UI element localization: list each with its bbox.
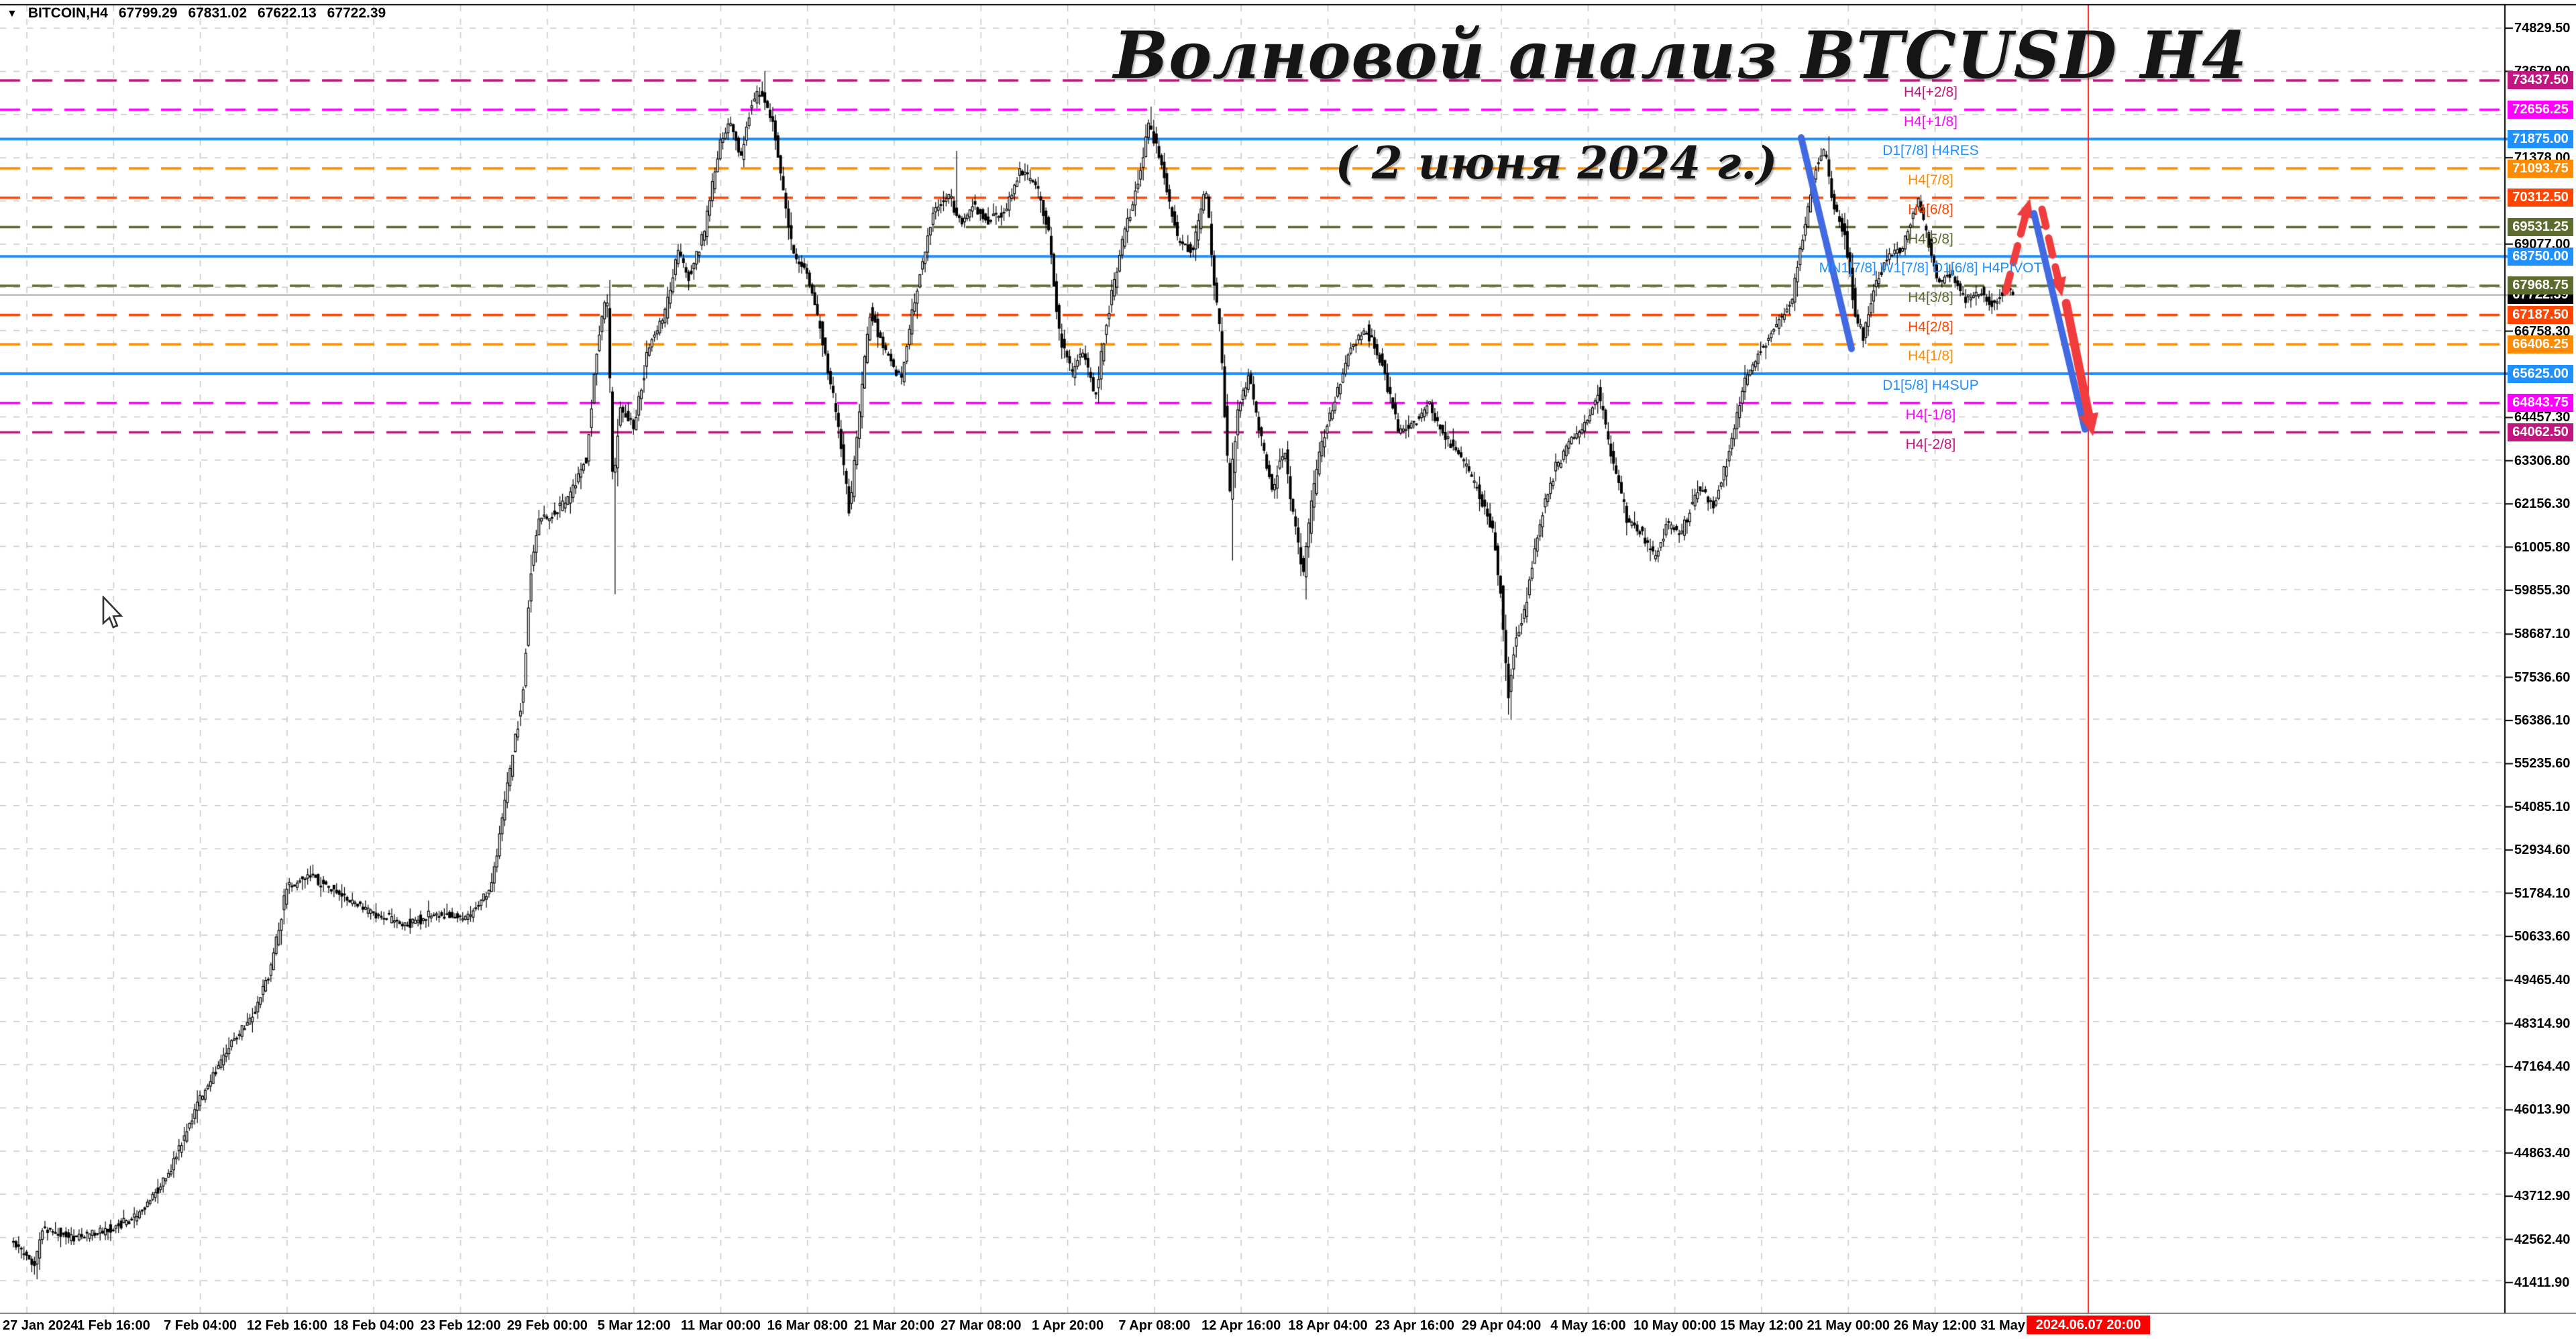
time-axis-label: 29 Feb 00:00 bbox=[506, 1318, 588, 1333]
time-axis-label: 10 May 00:00 bbox=[1633, 1318, 1717, 1333]
price-tick-label: 59855.30 bbox=[2514, 582, 2571, 598]
price-tick-label: 51784.10 bbox=[2514, 886, 2571, 901]
ohlc-close: 67722.39 bbox=[327, 5, 386, 21]
price-tick-label: 49465.40 bbox=[2514, 973, 2571, 988]
level-price-badge: 67968.75 bbox=[2508, 276, 2573, 295]
price-axis[interactable]: 74829.5073679.0071378.0069077.0066758.30… bbox=[2506, 0, 2576, 1314]
time-axis-label: 1 Feb 16:00 bbox=[76, 1318, 150, 1333]
time-axis-label: 18 Apr 04:00 bbox=[1288, 1318, 1368, 1333]
level-price-badge: 67187.50 bbox=[2508, 306, 2573, 325]
time-axis-label: 16 Mar 08:00 bbox=[767, 1318, 848, 1333]
price-tick-label: 43712.90 bbox=[2514, 1189, 2571, 1204]
level-price-badge: 69531.25 bbox=[2508, 218, 2573, 236]
level-price-badge: 66406.25 bbox=[2508, 335, 2573, 354]
price-tick-label: 63306.80 bbox=[2514, 453, 2571, 468]
time-axis-label: 21 May 00:00 bbox=[1807, 1318, 1890, 1333]
price-tick-label: 48314.90 bbox=[2514, 1016, 2571, 1031]
price-tick-label: 41411.90 bbox=[2514, 1275, 2570, 1290]
ohlc-high: 67831.02 bbox=[188, 5, 248, 21]
price-tick-label: 44863.40 bbox=[2514, 1145, 2571, 1161]
level-price-badge: 70312.50 bbox=[2508, 189, 2573, 207]
price-tick-label: 50633.60 bbox=[2514, 928, 2571, 944]
time-axis-label: 7 Feb 04:00 bbox=[164, 1318, 237, 1333]
price-tick-label: 57536.60 bbox=[2514, 670, 2571, 685]
symbol-info-bar: ▼ BITCOIN,H4 67799.29 67831.02 67622.13 … bbox=[7, 5, 386, 21]
price-tick-label: 56386.10 bbox=[2514, 713, 2571, 728]
time-axis-label: 15 May 12:00 bbox=[1720, 1318, 1803, 1333]
level-price-badge: 73437.50 bbox=[2508, 71, 2573, 90]
level-price-badge: 68750.00 bbox=[2508, 247, 2573, 266]
time-axis-label: 1 Apr 20:00 bbox=[1032, 1318, 1104, 1333]
ohlc-low: 67622.13 bbox=[258, 5, 317, 21]
time-axis-label: 23 Feb 12:00 bbox=[420, 1318, 501, 1333]
price-tick-label: 62156.30 bbox=[2514, 496, 2571, 512]
time-axis-label: 7 Apr 08:00 bbox=[1118, 1318, 1191, 1333]
price-tick-label: 52934.60 bbox=[2514, 843, 2571, 858]
future-date-badge: 2024.06.07 20:00 bbox=[2027, 1316, 2150, 1334]
time-axis-label: 26 May 12:00 bbox=[1893, 1318, 1977, 1333]
level-price-badge: 64062.50 bbox=[2508, 423, 2573, 441]
time-axis-label: 27 Mar 08:00 bbox=[941, 1318, 1022, 1333]
price-tick-label: 47164.40 bbox=[2514, 1059, 2571, 1074]
time-axis-label: 5 Mar 12:00 bbox=[597, 1318, 671, 1333]
time-axis-label: 21 Mar 20:00 bbox=[853, 1318, 935, 1333]
time-axis-label: 12 Feb 16:00 bbox=[246, 1318, 327, 1333]
analysis-title: Волновой анализ BTCUSD H4 bbox=[1114, 17, 2248, 93]
time-axis-label: 12 Apr 16:00 bbox=[1201, 1318, 1281, 1333]
ohlc-open: 67799.29 bbox=[118, 5, 178, 21]
level-price-badge: 64843.75 bbox=[2508, 394, 2573, 413]
price-tick-label: 54085.10 bbox=[2514, 799, 2571, 814]
symbol-timeframe-label: BITCOIN,H4 bbox=[28, 5, 108, 21]
analysis-subtitle: ( 2 июня 2024 г.) bbox=[1335, 137, 1778, 189]
level-price-badge: 65625.00 bbox=[2508, 364, 2573, 383]
level-price-badge: 72656.25 bbox=[2508, 101, 2573, 119]
level-price-badge: 71093.75 bbox=[2508, 159, 2573, 178]
time-axis-label: 4 May 16:00 bbox=[1550, 1318, 1626, 1333]
level-price-badge: 71875.00 bbox=[2508, 129, 2573, 148]
price-tick-label: 61005.80 bbox=[2514, 539, 2571, 555]
time-axis-label: 18 Feb 04:00 bbox=[333, 1318, 415, 1333]
price-tick-label: 55235.60 bbox=[2514, 756, 2571, 771]
price-tick-label: 66758.30 bbox=[2514, 323, 2571, 339]
time-axis-label: 11 Mar 00:00 bbox=[680, 1318, 761, 1333]
price-tick-label: 58687.10 bbox=[2514, 627, 2571, 642]
time-axis-label: 27 Jan 2024 bbox=[3, 1318, 78, 1333]
time-axis[interactable]: 27 Jan 2024 1 Feb 16:00 7 Feb 04:00 12 Feb … bbox=[0, 1314, 2576, 1339]
price-tick-label: 64457.30 bbox=[2514, 410, 2571, 425]
price-tick-label: 42562.40 bbox=[2514, 1232, 2571, 1247]
time-axis-label: 29 Apr 04:00 bbox=[1461, 1318, 1542, 1333]
time-axis-label: 23 Apr 16:00 bbox=[1375, 1318, 1454, 1333]
price-tick-label: 74829.50 bbox=[2514, 21, 2571, 36]
price-tick-label: 46013.90 bbox=[2514, 1102, 2571, 1118]
triangle-down-icon[interactable]: ▼ bbox=[7, 7, 17, 19]
